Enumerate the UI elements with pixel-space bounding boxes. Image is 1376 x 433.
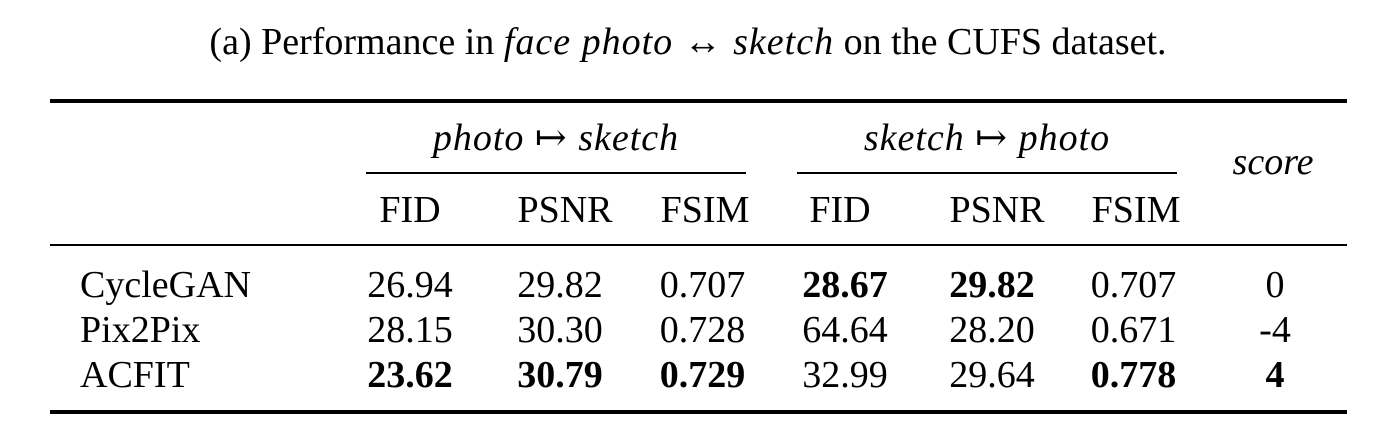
- caption-math: face photo ↔ sketch: [503, 21, 835, 63]
- cell-score: 0: [1265, 264, 1285, 306]
- row-model-name: ACFIT: [80, 354, 190, 396]
- bottom-rule: [50, 410, 1347, 414]
- column-header-fid-2: FID: [809, 189, 871, 231]
- cell-value: 0.707: [1090, 264, 1177, 306]
- column-header-fsim-2: FSIM: [1091, 189, 1181, 231]
- cell-value: 23.62: [367, 354, 453, 396]
- cell-value: 32.99: [802, 354, 888, 396]
- cell-value: 29.64: [949, 354, 1035, 396]
- row-model-name: Pix2Pix: [80, 309, 201, 351]
- column-header-psnr-2: PSNR: [949, 189, 1045, 231]
- column-header-psnr-1: PSNR: [517, 189, 613, 231]
- cell-score: -4: [1259, 309, 1291, 351]
- cell-value: 28.20: [949, 309, 1035, 351]
- caption-prefix: (a) Performance in: [209, 21, 504, 63]
- group-underline-right: [797, 172, 1177, 174]
- group-underline-left: [366, 172, 746, 174]
- cell-value: 0.729: [659, 354, 746, 396]
- cell-value: 0.728: [659, 309, 746, 351]
- caption-suffix: on the CUFS dataset.: [834, 21, 1167, 63]
- row-model-name: CycleGAN: [80, 264, 251, 306]
- header-rule: [50, 244, 1347, 246]
- cell-value: 29.82: [949, 264, 1035, 306]
- cell-value: 0.707: [659, 264, 746, 306]
- group-header-photo-to-sketch: photo ↦ sketch: [432, 117, 680, 159]
- cell-value: 0.778: [1090, 354, 1177, 396]
- table-caption: (a) Performance in face photo ↔ sketch o…: [0, 18, 1376, 66]
- cell-value: 64.64: [802, 309, 888, 351]
- column-header-fsim-1: FSIM: [660, 189, 750, 231]
- cell-value: 26.94: [367, 264, 453, 306]
- cell-value: 30.30: [517, 309, 603, 351]
- cell-value: 28.67: [802, 264, 888, 306]
- cell-value: 28.15: [367, 309, 453, 351]
- cell-score: 4: [1265, 354, 1285, 396]
- group-header-sketch-to-photo: sketch ↦ photo: [863, 117, 1111, 159]
- top-rule: [50, 99, 1347, 103]
- score-header: score: [1232, 141, 1314, 183]
- cell-value: 29.82: [517, 264, 603, 306]
- column-header-fid-1: FID: [379, 189, 441, 231]
- cell-value: 0.671: [1090, 309, 1177, 351]
- cell-value: 30.79: [517, 354, 603, 396]
